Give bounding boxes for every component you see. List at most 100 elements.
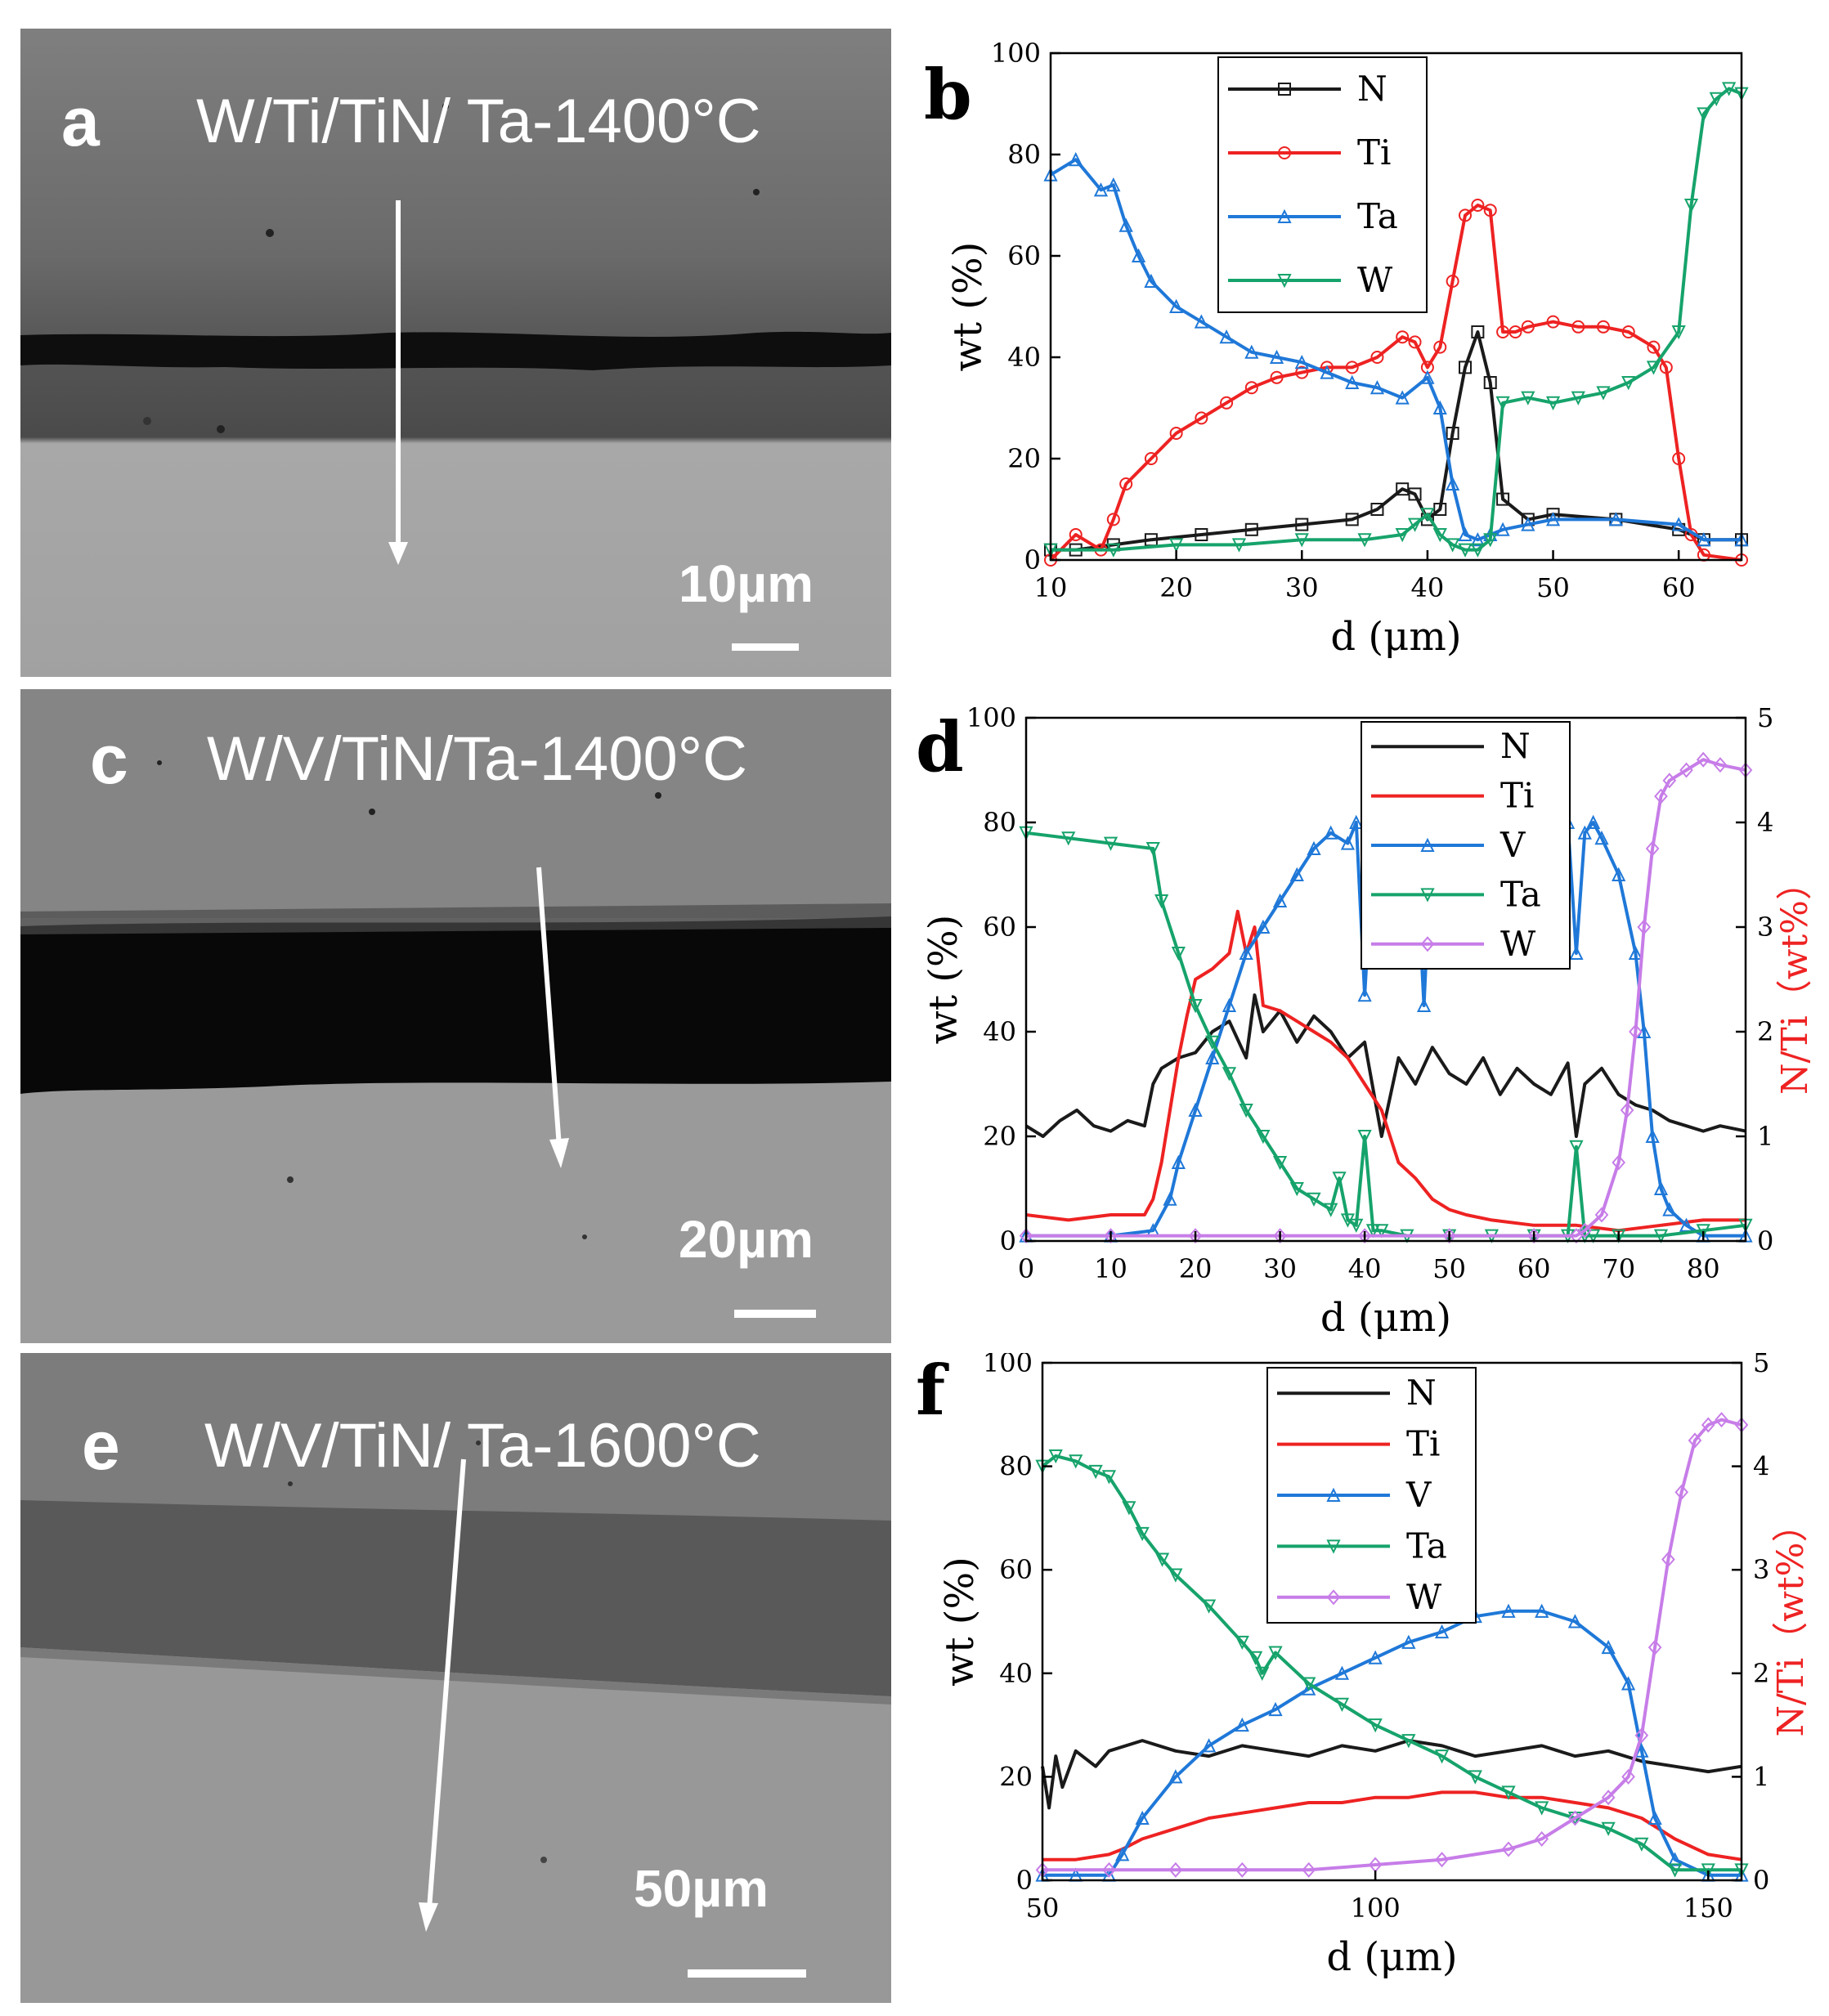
legend-label-ti: Ti [1357,132,1391,172]
point-v [1645,1128,1660,1143]
panel-letter-c: c [90,721,128,798]
x-tick-label: 30 [1285,572,1319,603]
point-n [1370,503,1384,516]
point-ta [1294,354,1309,370]
point-n [1345,513,1359,526]
point-w [1521,391,1535,405]
point-w [1709,92,1724,107]
legend-label-w: W [1406,1577,1442,1617]
point-ti [1521,320,1535,334]
point-w [1571,391,1585,405]
y2-tick-label: 2 [1753,1658,1769,1689]
panel-letter-a: a [61,83,100,160]
legend-label-n: N [1500,726,1531,766]
point-n [1408,487,1422,501]
legend-b: N Ti Ta W [1217,56,1428,313]
point-v [1586,814,1601,829]
point-w [1569,1228,1584,1244]
legend-label-v: V [1500,825,1526,865]
point-ta [1235,1635,1249,1651]
point-v [1188,1102,1203,1117]
scale-bar-c [734,1310,816,1318]
x-tick-label: 40 [1411,572,1445,603]
x-axis-label: d (μm) [1330,614,1461,660]
point-ta [1201,1599,1217,1614]
point-ti [1621,325,1635,338]
point-v [1594,830,1609,845]
point-ta [1171,947,1186,961]
point-ti [1459,208,1472,222]
y-tick-label: 100 [966,702,1016,733]
point-v [1349,814,1364,829]
y2-tick-label: 1 [1757,1121,1773,1152]
point-ta [1061,831,1076,846]
y-tick-label: 20 [1007,443,1041,474]
point-ta [1320,365,1334,379]
point-ta [1495,522,1510,536]
point-ti [1345,361,1359,374]
x-tick-label: 20 [1159,572,1193,603]
y2-tick-label: 3 [1757,912,1773,943]
point-ti [1597,320,1610,334]
line-n [1024,993,1746,1138]
line-ta [1049,158,1742,542]
x-tick-label: 50 [1536,572,1570,603]
point-v [1334,1665,1350,1680]
point-n [1244,522,1258,536]
point-v [1621,1676,1636,1691]
point-ta [1697,531,1711,547]
point-v [1235,1717,1249,1732]
point-ta [1222,1067,1237,1082]
point-w [1302,1861,1316,1878]
point-v [1171,1154,1186,1169]
point-ta [1634,1837,1649,1852]
point-ta [1145,842,1160,857]
point-ti [1069,528,1083,541]
plot-frame [1041,1361,1743,1882]
point-ta [1048,1449,1063,1464]
point-w [1697,107,1711,122]
legend-label-n: N [1357,69,1387,109]
legend-f: N Ti V Ta W [1266,1367,1477,1624]
point-ta [1612,1229,1626,1243]
point-ta [1194,314,1208,329]
legend-marker-n [1278,83,1291,96]
point-w [1701,1417,1715,1433]
point-w [1188,1228,1203,1244]
plot-frame [1049,52,1743,562]
y-tick-label: 0 [1016,1865,1033,1896]
chart-d: d 0 10 20 30 40 50 60 70 80 0 20 40 60 80 100 0 1 2 3 4 5 N/Ti… [916,702,1816,1341]
point-ta [1101,1470,1117,1485]
point-v [1567,1614,1583,1628]
point-w [1577,1222,1592,1239]
point-w [1671,325,1686,340]
y-tick-label: 100 [991,38,1041,69]
point-v [1368,1650,1383,1664]
legend-label-w: W [1500,924,1536,964]
series-n-d [1024,993,1746,1138]
y-tick-label: 60 [983,912,1016,943]
point-ta [1302,1677,1316,1691]
sem-image-c: c W/V/TiN/Ta-1400°C 20µm [20,689,891,1343]
point-w [1646,361,1661,375]
point-w [1420,508,1435,522]
x-tick-label: 50 [1432,1253,1466,1284]
scale-label-e: 50µm [634,1859,769,1918]
point-ti [1295,365,1309,379]
point-w [1683,199,1699,213]
point-w [1395,528,1410,543]
point-ta [1154,894,1169,909]
point-w [1620,1102,1634,1118]
point-ta [1368,1718,1383,1733]
chart-letter-d: d [916,706,964,787]
point-w [1458,543,1473,558]
point-w [1106,543,1121,558]
point-v [1115,1847,1130,1861]
point-v [1634,1743,1649,1758]
x-axis-label: d (μm) [1326,1934,1457,1980]
point-w [1535,1830,1549,1847]
y2-tick-label: 0 [1757,1225,1773,1257]
point-w [1647,1639,1662,1655]
y-axis-label: wt (%) [921,915,966,1045]
line-ta [1025,831,1746,1238]
